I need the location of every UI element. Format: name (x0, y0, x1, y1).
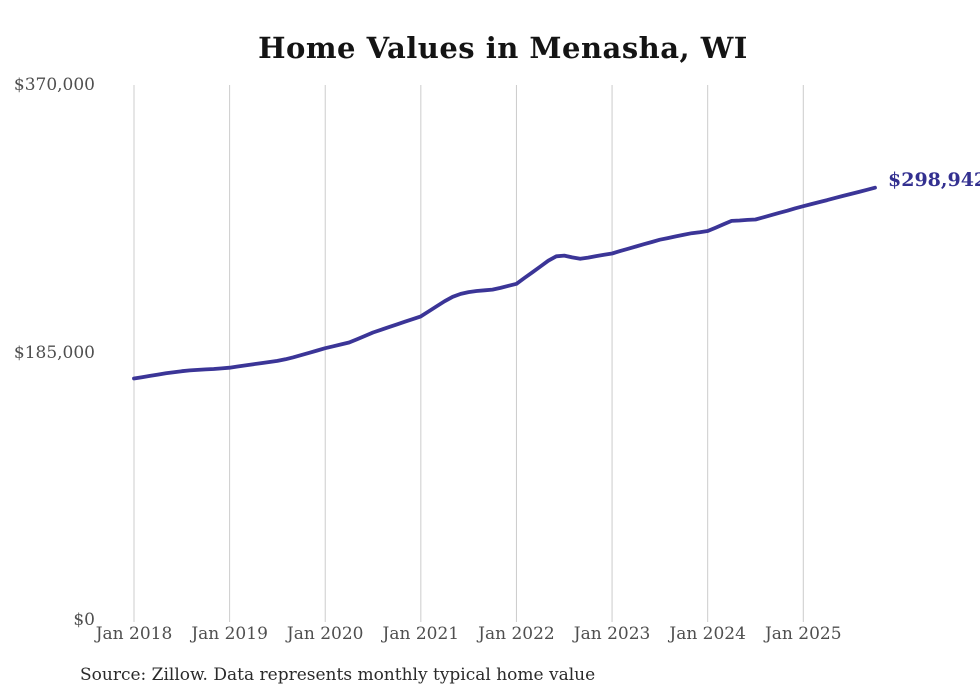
y-tick-label: $0 (73, 610, 95, 630)
home-value-line (132, 185, 877, 381)
x-tick-label: Jan 2020 (286, 624, 364, 644)
x-tick-label: Jan 2019 (191, 624, 268, 644)
y-tick-label: $370,000 (13, 75, 95, 95)
x-tick-label: Jan 2018 (95, 624, 173, 644)
x-tick-label: Jan 2023 (573, 624, 651, 644)
x-tick-label: Jan 2025 (764, 624, 842, 644)
x-tick-label: Jan 2024 (669, 624, 746, 644)
latest-value-label: $298,942 (888, 168, 980, 191)
y-tick-label: $185,000 (13, 342, 95, 363)
source-note: Source: Zillow. Data represents monthly … (80, 665, 596, 685)
chart-title: Home Values in Menasha, WI (258, 31, 748, 65)
x-tick-label: Jan 2021 (382, 624, 460, 644)
x-tick-label: Jan 2022 (478, 624, 555, 644)
